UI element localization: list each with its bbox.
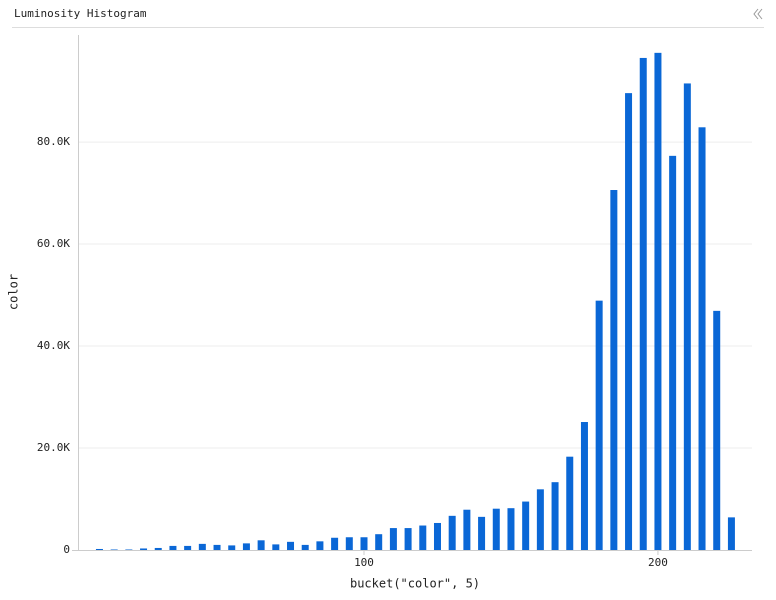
bar	[228, 545, 236, 550]
bar	[242, 543, 250, 550]
bar	[713, 310, 721, 550]
bar	[360, 537, 368, 550]
bar	[639, 57, 647, 550]
bar	[419, 525, 427, 550]
bar	[507, 508, 515, 550]
bar	[375, 534, 383, 550]
x-axis-title: bucket("color", 5)	[350, 577, 480, 591]
bar	[566, 456, 574, 550]
bar	[669, 155, 677, 550]
bar	[257, 540, 265, 550]
bar	[198, 543, 206, 550]
bar	[683, 83, 691, 550]
collapse-icon[interactable]	[753, 8, 763, 20]
bar	[654, 52, 662, 551]
bar	[698, 127, 706, 550]
x-tick-label: 100	[354, 556, 374, 569]
bar	[404, 528, 412, 550]
x-tick-label: 200	[648, 556, 668, 569]
bar	[316, 541, 324, 550]
bar	[522, 501, 530, 550]
bar	[492, 508, 500, 550]
bar	[125, 549, 133, 550]
bar	[551, 482, 559, 550]
bar	[536, 489, 544, 550]
bar	[389, 528, 397, 550]
bar	[345, 537, 353, 550]
bar	[154, 547, 162, 550]
y-axis-title: color	[7, 274, 21, 310]
bar	[610, 190, 618, 551]
bar	[580, 422, 588, 550]
bar	[478, 516, 486, 550]
bar	[213, 544, 221, 550]
bar	[169, 545, 177, 550]
bar	[331, 537, 339, 550]
bar	[272, 544, 280, 550]
bar	[95, 548, 103, 550]
bar	[287, 541, 295, 550]
bar	[433, 522, 441, 550]
bar	[595, 300, 603, 550]
bar	[110, 549, 118, 550]
bar	[301, 544, 309, 550]
y-tick-label: 40.0K	[37, 339, 70, 352]
y-tick-label: 80.0K	[37, 135, 70, 148]
bar	[140, 548, 148, 550]
bar	[448, 515, 456, 550]
bar	[463, 509, 471, 550]
y-tick-label: 20.0K	[37, 441, 70, 454]
y-tick-label: 60.0K	[37, 237, 70, 250]
y-tick-label: 0	[63, 543, 70, 556]
panel-title: Luminosity Histogram	[14, 7, 147, 20]
bar	[625, 93, 633, 550]
bar	[184, 545, 192, 550]
bar	[727, 517, 735, 550]
